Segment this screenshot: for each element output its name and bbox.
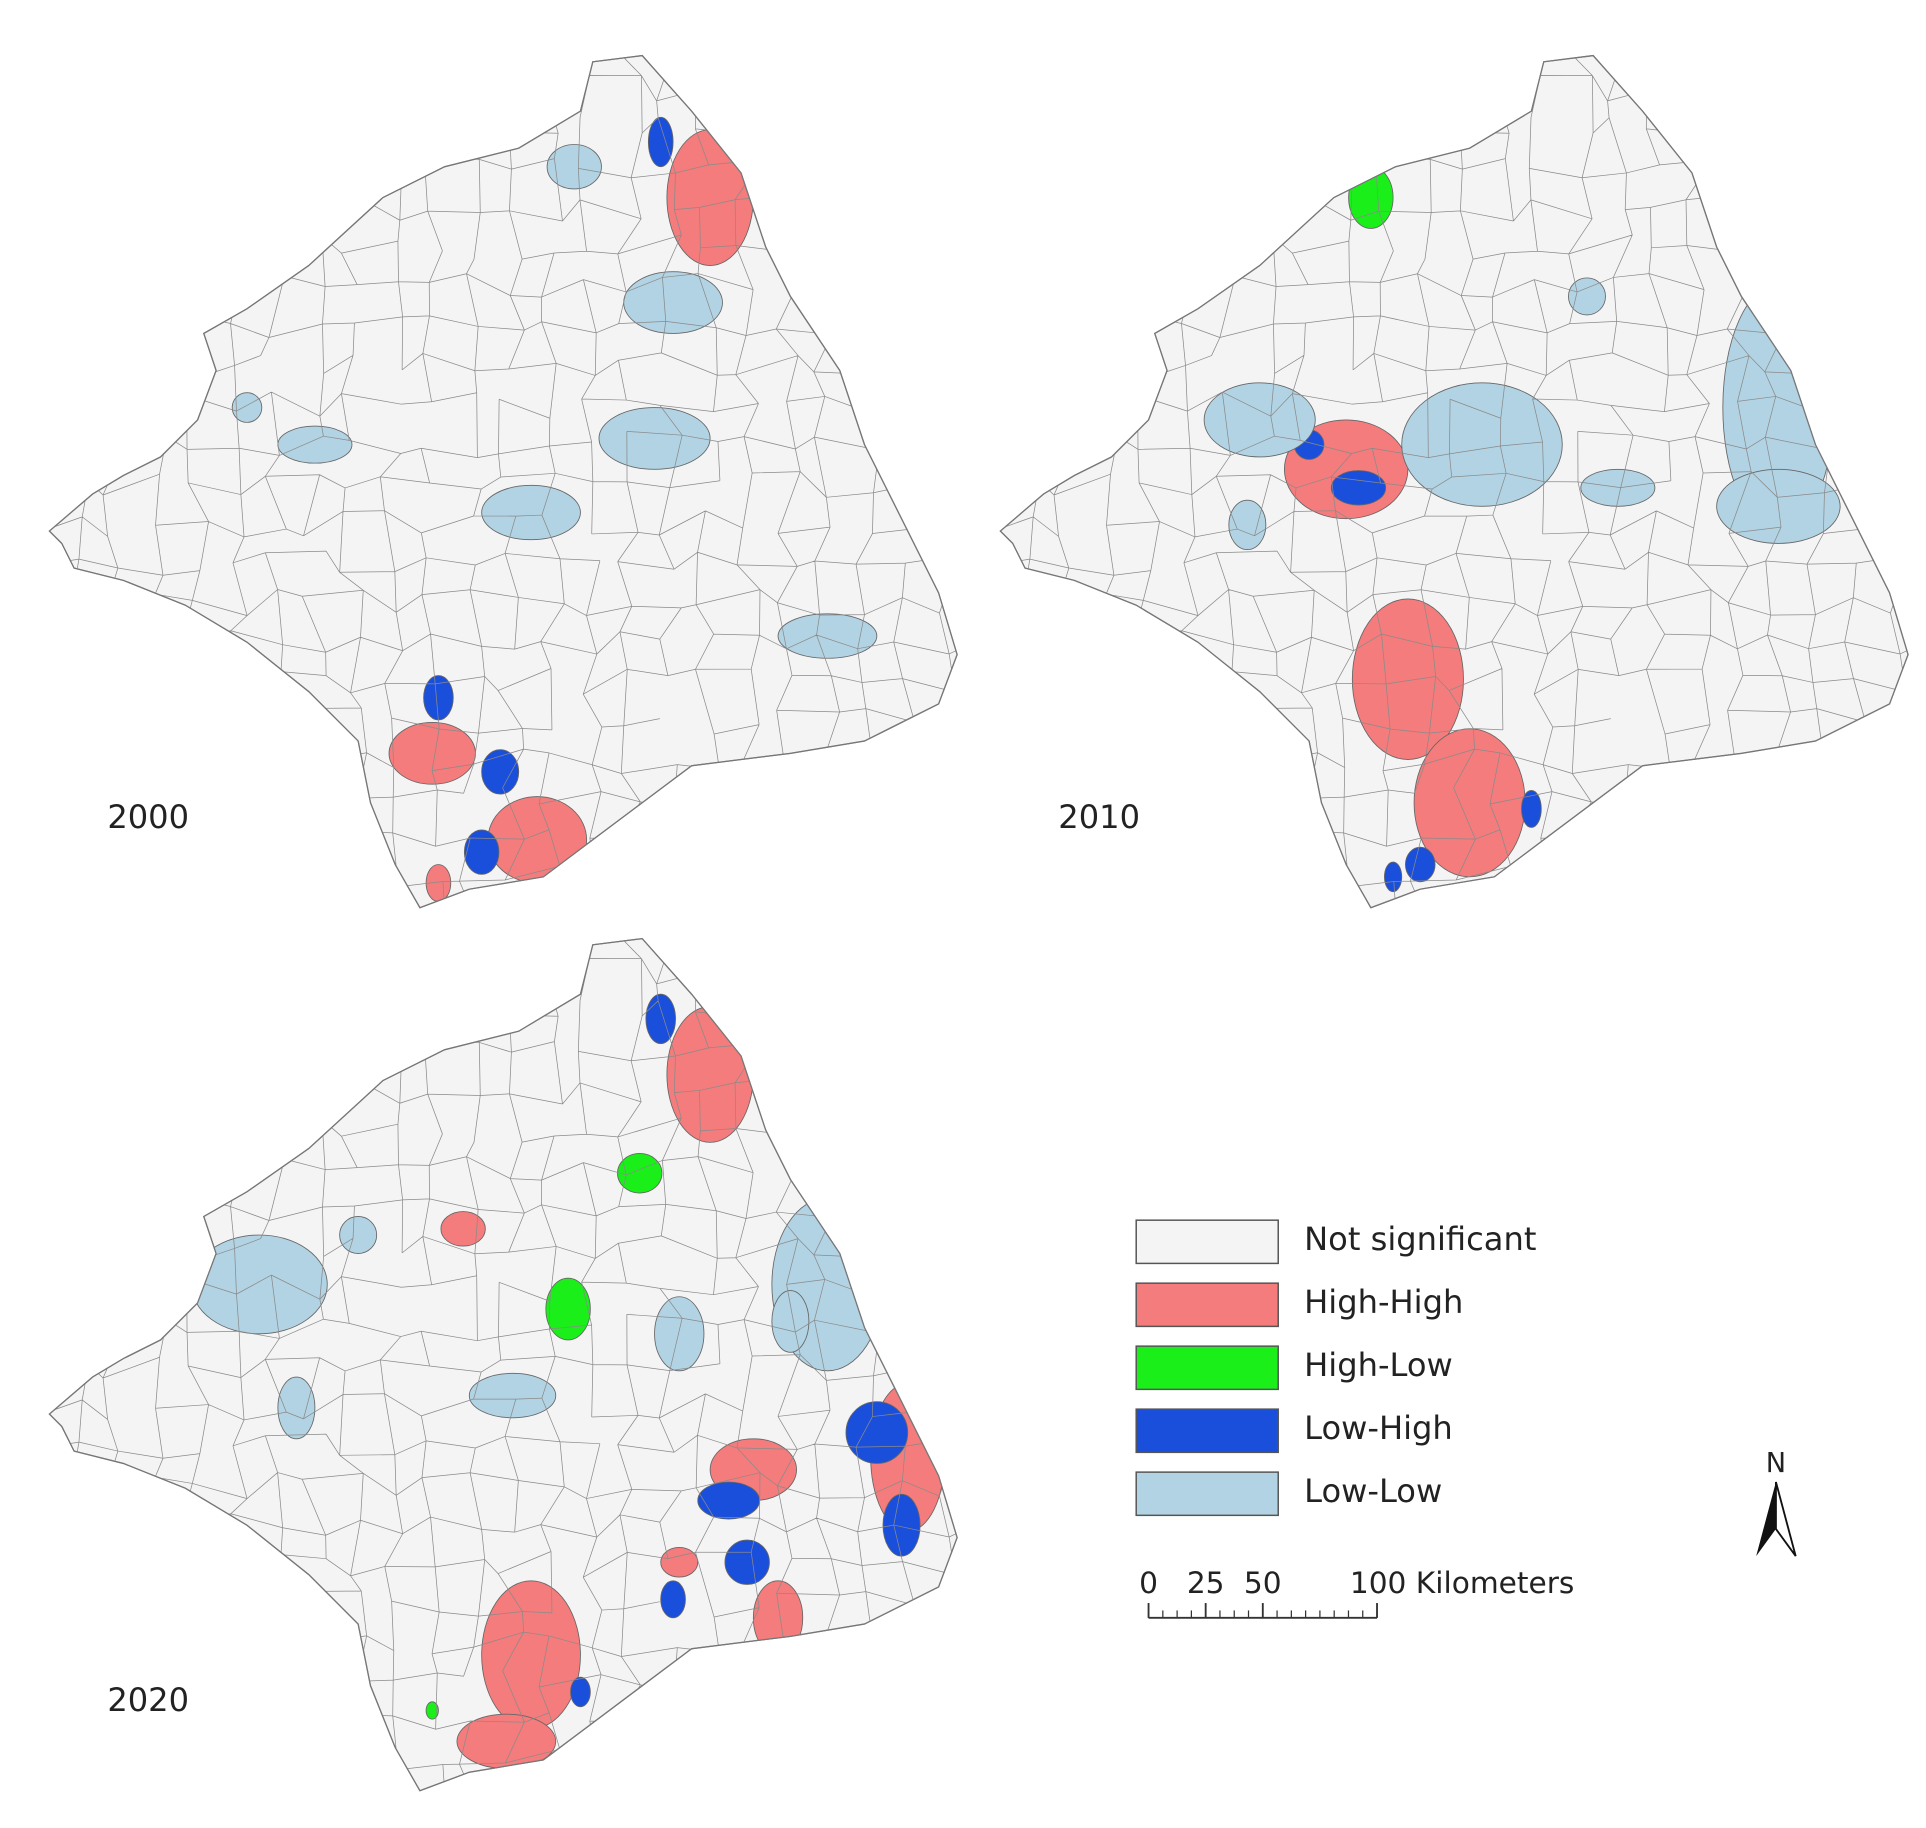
panel-label: 2000 <box>107 798 189 836</box>
cluster-area <box>339 1216 378 1254</box>
region-border <box>48 937 958 1792</box>
cluster-area <box>231 392 263 423</box>
cluster-area <box>545 1277 591 1341</box>
north-label: N <box>1766 1448 1786 1479</box>
cluster-area <box>724 1539 770 1585</box>
cluster-area <box>463 829 500 875</box>
legend-label: Not significant <box>1304 1220 1536 1258</box>
cluster-area <box>468 1372 557 1419</box>
legend-label: High-Low <box>1304 1346 1453 1384</box>
cluster-area <box>570 1676 591 1708</box>
cluster-area <box>660 1547 699 1578</box>
panel-label: 2020 <box>107 1681 189 1719</box>
legend-swatch <box>1135 1408 1279 1454</box>
cluster-area <box>654 1296 705 1372</box>
cluster-area <box>440 1211 486 1247</box>
cluster-area <box>647 116 674 168</box>
legend-label: High-High <box>1304 1283 1463 1321</box>
cluster-area <box>645 993 676 1045</box>
legend-swatch <box>1135 1219 1279 1265</box>
cluster-area <box>660 1580 686 1619</box>
cluster-area <box>1404 846 1436 883</box>
region-border <box>999 54 1909 909</box>
cluster-area <box>277 1376 316 1440</box>
cluster-area <box>1521 789 1542 828</box>
north-arrow <box>1775 1481 1797 1557</box>
legend-swatch <box>1135 1471 1279 1517</box>
cluster-area <box>481 1580 581 1730</box>
map-panel <box>48 937 958 1792</box>
map-content <box>49 55 958 908</box>
cluster-area <box>1203 382 1316 458</box>
cluster-area <box>423 675 454 721</box>
legend-swatch <box>1135 1282 1279 1328</box>
legend-label: Low-High <box>1304 1409 1453 1447</box>
cluster-area <box>1568 277 1606 316</box>
cluster-area <box>190 1234 328 1335</box>
cluster-area <box>277 425 353 464</box>
cluster-area <box>845 1401 909 1464</box>
cluster-area <box>546 144 602 190</box>
map-content <box>49 938 958 1791</box>
scale-label: 50 <box>1244 1565 1282 1600</box>
map-panel <box>48 54 958 909</box>
map-panel <box>999 54 1909 909</box>
cluster-area <box>617 1153 663 1194</box>
cluster-area <box>1351 598 1464 760</box>
scale-label: 0 <box>1139 1565 1158 1600</box>
cluster-area <box>598 407 711 470</box>
north-arrow <box>1756 1482 1776 1557</box>
panel-label: 2010 <box>1058 798 1140 836</box>
cluster-area <box>697 1481 760 1520</box>
cluster-area <box>425 1701 439 1720</box>
cluster-area <box>1348 166 1394 229</box>
cluster-area <box>1401 382 1563 507</box>
cluster-area <box>1384 861 1403 893</box>
region-border <box>48 54 958 909</box>
legend-label: Low-Low <box>1304 1472 1442 1510</box>
cluster-area <box>1580 468 1656 507</box>
scale-label: 25 <box>1187 1565 1225 1600</box>
cluster-area <box>481 749 520 795</box>
cluster-area <box>1330 470 1387 506</box>
cluster-area <box>752 1580 804 1656</box>
scale-label: 100 Kilometers <box>1350 1565 1575 1600</box>
cluster-area <box>481 484 581 541</box>
map-figure: 2000 2010 2020 Not significant High-High High… <box>48 54 1909 1792</box>
map-content <box>1000 55 1909 908</box>
cluster-area <box>882 1493 921 1557</box>
legend-swatch <box>1135 1345 1279 1391</box>
cluster-area <box>771 1290 810 1353</box>
cluster-area <box>666 129 754 266</box>
cluster-area <box>1228 499 1267 551</box>
cluster-area <box>777 613 878 659</box>
cluster-area <box>487 796 588 884</box>
